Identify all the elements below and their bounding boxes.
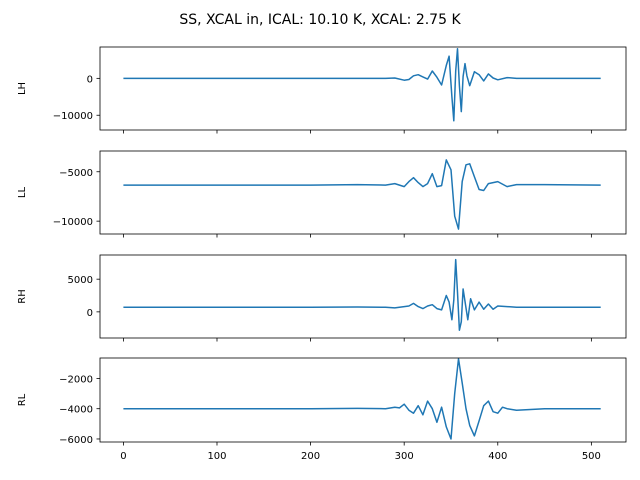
subplot-lh: 0 −10000 LH [17,46,627,134]
y-tick-label: −5000 [59,168,93,179]
y-tick-label: −6000 [59,435,93,446]
y-axis-label: RH [17,289,28,303]
subplot-stack: 0−10000LH−5000−10000LL50000RH−2000−4000−… [17,46,627,462]
x-tick-label: 0 [120,451,126,462]
axes-frame [99,46,627,131]
axes-frame [99,357,627,443]
axes-frame [99,254,627,339]
series-line-rl [123,358,601,440]
subplot-rl: −2000 −4000 −6000 0 100 200 300 400 500 RL [17,357,627,462]
y-tick-label: 5000 [68,275,93,286]
x-tick-label: 100 [207,451,226,462]
series-line-ll [123,159,601,230]
x-tick-label: 400 [488,451,507,462]
figure-suptitle: SS, XCAL in, ICAL: 10.10 K, XCAL: 2.75 K [179,12,461,28]
x-tick-label: 500 [582,451,601,462]
series-line-lh [123,48,601,122]
y-axis-label: LL [17,187,28,199]
subplot-ll: −5000 −10000 LL [17,150,627,238]
y-tick-label: 0 [87,308,93,319]
y-tick-label: −10000 [53,111,93,122]
axes-frame [99,150,627,235]
series-line-rh [123,258,601,331]
y-tick-label: −2000 [59,374,93,385]
y-axis-label: LH [17,82,28,95]
y-tick-label: −10000 [53,217,93,228]
x-tick-label: 300 [395,451,414,462]
y-tick-label: −4000 [59,405,93,416]
y-axis-label: RL [17,393,28,406]
subplot-rh: 5000 0 RH [17,254,627,342]
x-tick-label: 200 [301,451,320,462]
y-tick-label: 0 [87,74,93,85]
